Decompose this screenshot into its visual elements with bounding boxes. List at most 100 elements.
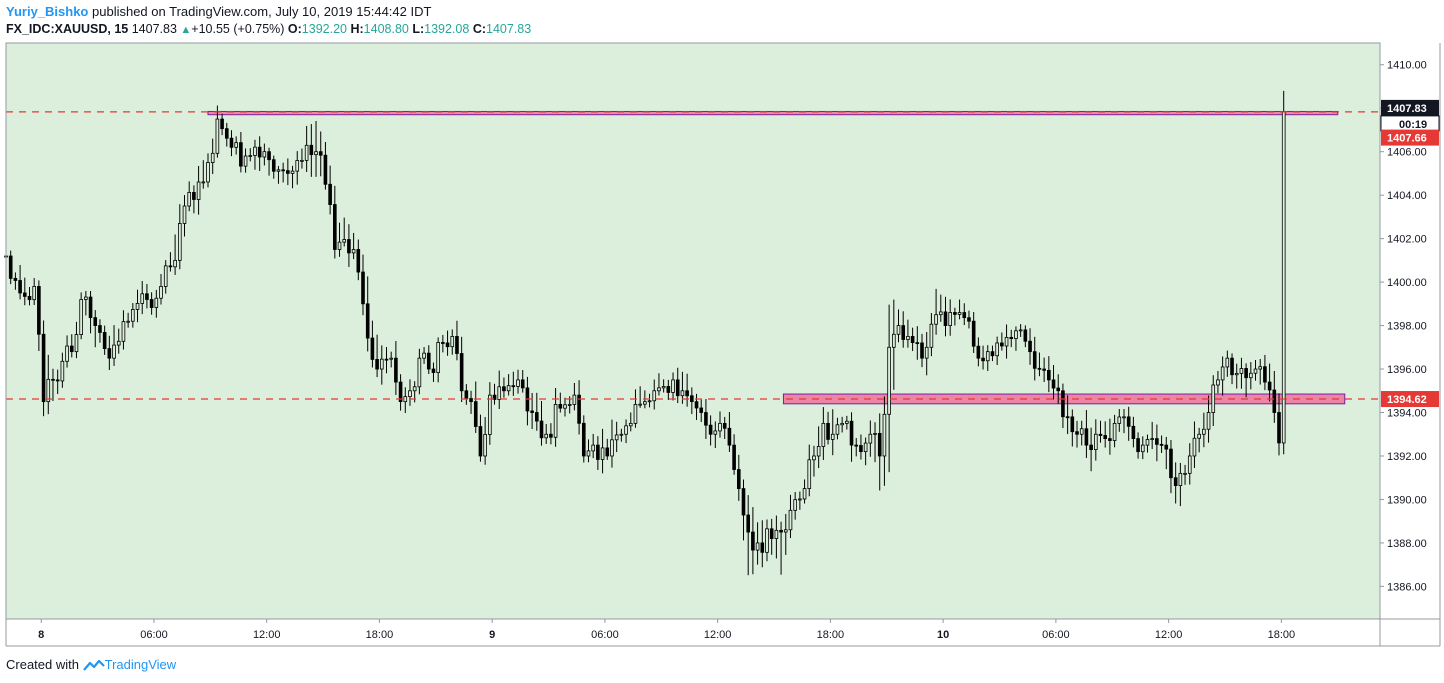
y-tick-label: 1386.00 <box>1387 581 1427 593</box>
candle-body <box>680 390 685 397</box>
candle-body <box>798 498 802 501</box>
candle-body <box>1197 433 1201 439</box>
candle-body <box>375 359 379 370</box>
candle-body <box>718 422 722 432</box>
candle-body <box>22 292 27 297</box>
candle-body <box>1206 412 1211 430</box>
candle-body <box>549 433 553 438</box>
candle-body <box>1267 381 1272 391</box>
candle-body <box>18 280 22 294</box>
candle-body <box>262 151 267 158</box>
published-text: published on TradingView.com, July 10, 2… <box>92 4 432 19</box>
open-label: O: <box>287 22 302 36</box>
candle-body <box>1220 366 1225 381</box>
support-level-label: 1394.62 <box>1387 394 1427 406</box>
candle-body <box>1042 368 1046 371</box>
x-tick-label: 06:00 <box>591 629 619 641</box>
candle-body <box>351 249 356 254</box>
chart-header-author: Yuriy_Bishko published on TradingView.co… <box>6 4 431 19</box>
candle-body <box>558 404 563 409</box>
candle-body <box>1103 435 1108 439</box>
candle-body <box>1056 387 1061 392</box>
candle-body <box>1150 438 1154 440</box>
candle-body <box>323 154 328 185</box>
candle-body <box>1178 472 1183 486</box>
candle-body <box>342 239 347 243</box>
candle-body <box>13 277 18 281</box>
candle-body <box>746 514 751 533</box>
candle-body <box>154 297 159 308</box>
x-tick-label: 18:00 <box>1268 629 1296 641</box>
candle-body <box>967 317 971 322</box>
support-level-label-bg <box>1381 391 1439 408</box>
candle-body <box>1089 444 1093 451</box>
candle-body <box>1159 443 1164 446</box>
candle-body <box>591 444 595 452</box>
candle-body <box>1173 477 1178 486</box>
candle-body <box>920 342 924 359</box>
candle-body <box>596 444 600 460</box>
tradingview-brand-link[interactable]: TradingView <box>104 657 177 672</box>
candle-body <box>873 432 877 435</box>
candle-body <box>1126 416 1131 427</box>
candle-body <box>253 146 257 156</box>
candle-body <box>633 404 638 424</box>
candle-body <box>793 499 797 511</box>
candle-body <box>224 128 229 139</box>
candle-body <box>1047 369 1051 381</box>
candle-body <box>182 205 187 224</box>
candle-body <box>1028 340 1032 353</box>
candle-body <box>1225 357 1230 368</box>
candle-body <box>1230 357 1234 376</box>
candle-body <box>774 529 779 539</box>
high-label: H: <box>350 22 364 36</box>
candle-body <box>661 386 666 389</box>
candle-body <box>863 442 868 453</box>
candle-body <box>887 346 891 415</box>
candle-body <box>924 346 929 359</box>
candle-body <box>220 118 224 130</box>
candle-body <box>365 303 370 339</box>
candle-body <box>981 357 985 362</box>
candle-body <box>572 394 577 405</box>
candle-body <box>196 181 201 200</box>
candle-body <box>74 334 79 353</box>
author-link[interactable]: Yuriy_Bishko <box>6 4 89 19</box>
x-tick-label: 10 <box>937 629 949 641</box>
resistance-zone <box>207 110 1339 116</box>
change-value: +10.55 (+0.75%) <box>191 22 285 36</box>
candle-body <box>1211 384 1216 413</box>
candle-body <box>1108 438 1112 441</box>
candle-body <box>210 152 215 163</box>
candle-body <box>704 412 708 426</box>
candle-body <box>1018 329 1023 332</box>
candle-body <box>708 424 713 435</box>
candle-body <box>760 542 765 553</box>
candle-body <box>469 398 473 403</box>
candle-body <box>535 412 539 422</box>
candle-body <box>539 420 544 439</box>
candle-body <box>422 352 426 359</box>
candle-body <box>859 445 863 453</box>
candle-body <box>459 353 464 392</box>
candle-body <box>694 401 699 409</box>
x-tick-label: 18:00 <box>817 629 845 641</box>
candle-body <box>201 181 206 184</box>
candle-body <box>300 159 304 162</box>
candle-body <box>126 320 130 323</box>
candle-body <box>722 422 727 429</box>
candle-body <box>643 401 647 405</box>
candle-body <box>638 403 642 406</box>
candle-body <box>868 433 873 444</box>
candle-body <box>769 528 774 539</box>
candle-body <box>394 357 398 383</box>
candle-body <box>107 348 112 359</box>
candle-body <box>32 286 36 301</box>
candle-body <box>1051 379 1056 389</box>
x-tick-label: 12:00 <box>704 629 732 641</box>
candle-body <box>976 345 981 359</box>
symbol-name[interactable]: FX_IDC:XAUUSD, 15 <box>6 22 129 36</box>
candle-body <box>88 296 93 319</box>
candle-body <box>27 296 32 301</box>
